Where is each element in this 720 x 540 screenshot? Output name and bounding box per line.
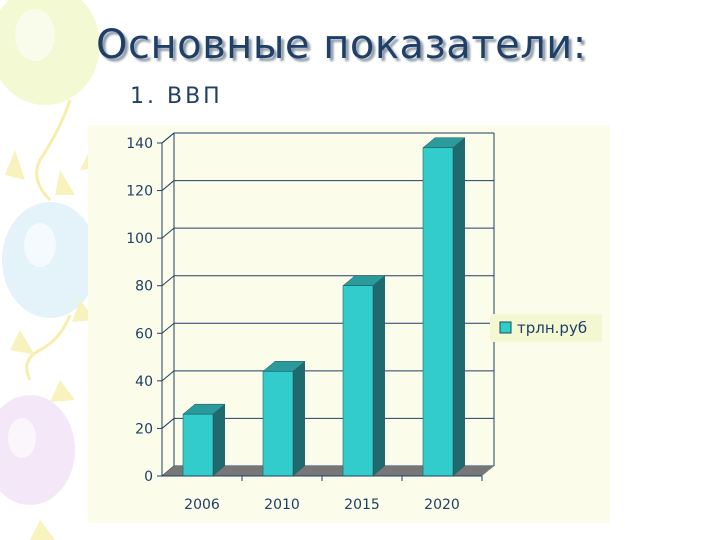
y-tick-label: 140 bbox=[126, 136, 153, 152]
slide-title: Основные показатели: bbox=[96, 22, 587, 68]
bar-2010 bbox=[262, 371, 294, 477]
y-tick-label: 100 bbox=[126, 231, 153, 247]
gridline-diagonal bbox=[161, 180, 175, 191]
y-tick-label: 40 bbox=[135, 374, 153, 390]
gridline-diagonal bbox=[161, 418, 175, 429]
x-tick-label: 2006 bbox=[184, 497, 220, 513]
y-tick-label: 20 bbox=[135, 421, 153, 437]
x-tick-label: 2020 bbox=[424, 497, 460, 513]
bar-2020 bbox=[422, 147, 454, 477]
bar-side-2006 bbox=[213, 404, 225, 476]
bar-side-2015 bbox=[373, 275, 385, 476]
x-tick-label: 2015 bbox=[344, 497, 380, 513]
gridline-diagonal bbox=[161, 132, 175, 144]
bar-side-2010 bbox=[293, 361, 305, 476]
bar-2006 bbox=[182, 413, 214, 477]
bar-2015 bbox=[342, 285, 374, 477]
y-tick-label: 120 bbox=[126, 184, 153, 200]
gridline-diagonal bbox=[161, 322, 175, 334]
slide-subtitle: 1. ВВП bbox=[130, 84, 223, 109]
y-tick-label: 0 bbox=[144, 469, 153, 485]
x-tick-label: 2010 bbox=[264, 497, 300, 513]
legend-swatch bbox=[499, 321, 512, 334]
gridline-diagonal bbox=[161, 370, 175, 382]
y-tick-label: 60 bbox=[135, 326, 153, 342]
bar-side-2020 bbox=[453, 137, 465, 476]
gridline-diagonal bbox=[161, 227, 175, 239]
legend: трлн.руб bbox=[490, 314, 602, 342]
chart-floor bbox=[162, 466, 494, 476]
gridline-diagonal bbox=[161, 275, 175, 287]
legend-label: трлн.руб bbox=[517, 319, 587, 337]
axis-layer: 0 20 40 60 80 100 120 140 2006 2010 2015 2020 bbox=[126, 136, 483, 513]
y-tick-label: 80 bbox=[135, 279, 153, 295]
